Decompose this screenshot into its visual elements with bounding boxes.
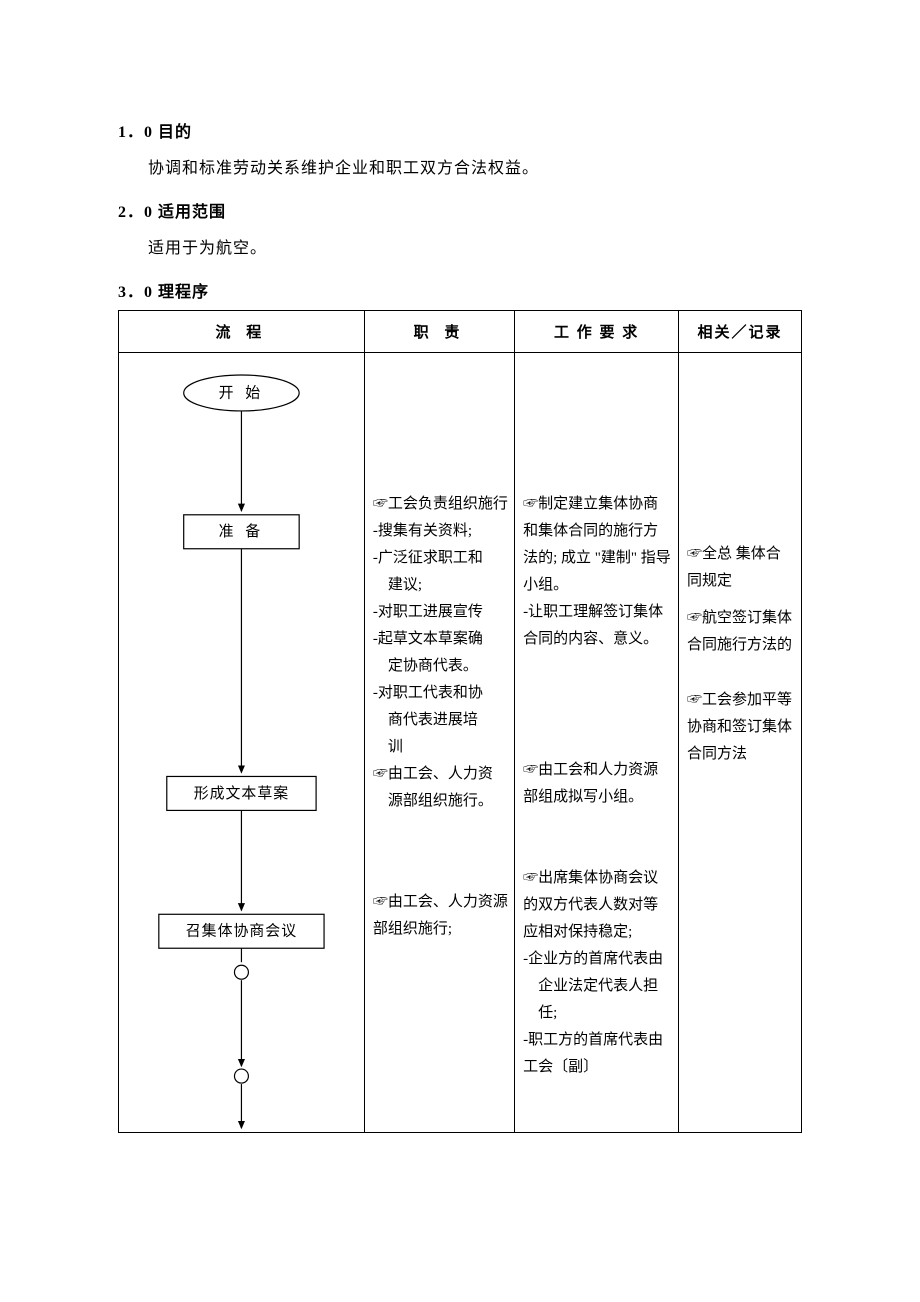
duty-text: -广泛征求职工和 bbox=[373, 545, 508, 572]
flowchart-cell: 开 始 准 备 形成文本草案 召集体协商会议 bbox=[119, 353, 365, 1133]
rec-text: ☞全总 集体合同规定 bbox=[687, 541, 795, 595]
duty-text: 训 bbox=[373, 734, 508, 761]
req-text: -企业方的首席代表由 bbox=[523, 946, 672, 973]
table-header-row: 流 程 职 责 工 作 要 求 相关／记录 bbox=[119, 311, 802, 353]
req-text: 企业法定代表人担任; bbox=[523, 973, 672, 1027]
req-text: ☞出席集体协商会议的双方代表人数对等应相对保持稳定; bbox=[523, 865, 672, 946]
flow-label-meeting: 召集体协商会议 bbox=[186, 923, 297, 940]
duty-text: ☞由工会、人力资 bbox=[373, 761, 508, 788]
section-1-body: 协调和标准劳动关系维护企业和职工双方合法权益。 bbox=[148, 154, 802, 178]
duty-prep-block: ☞工会负责组织施行 -搜集有关资料; -广泛征求职工和 建议; -对职工进展宣传… bbox=[373, 491, 508, 815]
req-draft-block: ☞由工会和人力资源部组成拟写小组。 bbox=[523, 757, 672, 811]
duty-text: -起草文本草案确 bbox=[373, 626, 508, 653]
flow-label-draft: 形成文本草案 bbox=[194, 784, 289, 802]
duty-cell: ☞工会负责组织施行 -搜集有关资料; -广泛征求职工和 建议; -对职工进展宣传… bbox=[364, 353, 514, 1133]
section-2-body: 适用于为航空。 bbox=[148, 234, 802, 258]
req-text: -让职工理解签订集体合同的内容、意义。 bbox=[523, 599, 672, 653]
duty-text: ☞由工会、人力资源部组织施行; bbox=[373, 889, 508, 943]
req-meeting-block: ☞出席集体协商会议的双方代表人数对等应相对保持稳定; -企业方的首席代表由 企业… bbox=[523, 865, 672, 1081]
section-3-heading: 3．0 理程序 bbox=[118, 278, 802, 302]
table-body-row: 开 始 准 备 形成文本草案 召集体协商会议 bbox=[119, 353, 802, 1133]
duty-text: -对职工代表和协 bbox=[373, 680, 508, 707]
rec-block: ☞全总 集体合同规定 ☞航空签订集体合同施行方法的 ☞工会参加平等协商和签订集体… bbox=[687, 541, 795, 768]
duty-text: 定协商代表。 bbox=[373, 653, 508, 680]
req-text: ☞由工会和人力资源部组成拟写小组。 bbox=[523, 757, 672, 811]
flow-label-prep: 准 备 bbox=[219, 523, 265, 540]
col-header-req: 工 作 要 求 bbox=[515, 311, 679, 353]
document-page: 1．0 目的 协调和标准劳动关系维护企业和职工双方合法权益。 2．0 适用范围 … bbox=[0, 0, 920, 1173]
duty-text: 建议; bbox=[373, 572, 508, 599]
duty-text: -搜集有关资料; bbox=[373, 518, 508, 545]
col-header-flow: 流 程 bbox=[119, 311, 365, 353]
flowchart-svg: 开 始 准 备 形成文本草案 召集体协商会议 bbox=[119, 353, 364, 1132]
procedure-table: 流 程 职 责 工 作 要 求 相关／记录 开 始 bbox=[118, 310, 802, 1133]
flow-connector-circle bbox=[234, 1069, 248, 1083]
col-header-rec: 相关／记录 bbox=[679, 311, 802, 353]
rec-text: ☞航空签订集体合同施行方法的 bbox=[687, 605, 795, 659]
duty-text: -对职工进展宣传 bbox=[373, 599, 508, 626]
section-2-heading: 2．0 适用范围 bbox=[118, 198, 802, 222]
duty-meeting-block: ☞由工会、人力资源部组织施行; bbox=[373, 889, 508, 943]
req-text: ☞制定建立集体协商和集体合同的施行方法的; 成立 "建制" 指导小组。 bbox=[523, 491, 672, 599]
req-cell: ☞制定建立集体协商和集体合同的施行方法的; 成立 "建制" 指导小组。 -让职工… bbox=[515, 353, 679, 1133]
col-header-duty: 职 责 bbox=[364, 311, 514, 353]
duty-text: ☞工会负责组织施行 bbox=[373, 491, 508, 518]
req-prep-block: ☞制定建立集体协商和集体合同的施行方法的; 成立 "建制" 指导小组。 -让职工… bbox=[523, 491, 672, 653]
duty-text: 商代表进展培 bbox=[373, 707, 508, 734]
req-text: -职工方的首席代表由工会〔副〕 bbox=[523, 1027, 672, 1081]
flow-label-start: 开 始 bbox=[219, 384, 265, 401]
flow-connector-circle bbox=[234, 965, 248, 979]
section-1-heading: 1．0 目的 bbox=[118, 118, 802, 142]
duty-text: 源部组织施行。 bbox=[373, 788, 508, 815]
rec-text: ☞工会参加平等协商和签订集体合同方法 bbox=[687, 687, 795, 768]
rec-cell: ☞全总 集体合同规定 ☞航空签订集体合同施行方法的 ☞工会参加平等协商和签订集体… bbox=[679, 353, 802, 1133]
